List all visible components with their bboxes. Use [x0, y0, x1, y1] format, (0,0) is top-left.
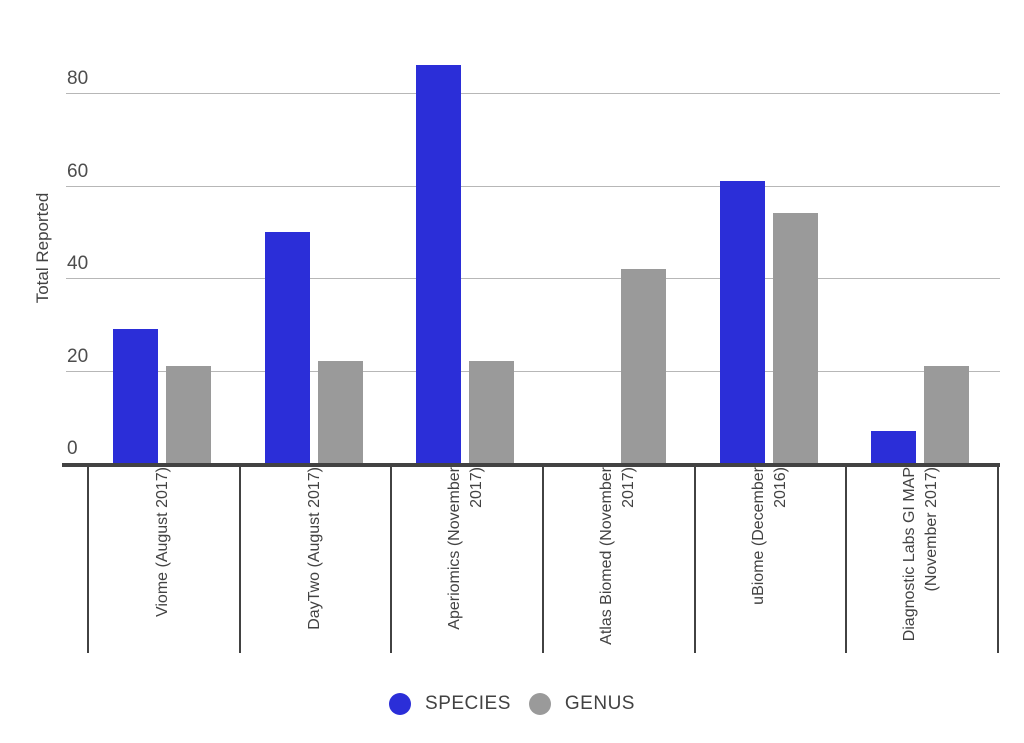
bar-genus-4 — [621, 269, 666, 463]
legend-swatch-species-icon — [389, 693, 412, 715]
x-axis-label-3: Aperiomics (November 2017) — [446, 467, 485, 630]
category-separator — [997, 463, 999, 653]
y-tick-label-60: 60 — [67, 161, 89, 182]
gridline-20 — [66, 371, 1000, 372]
bar-genus-2 — [318, 361, 363, 463]
bar-species-2 — [265, 232, 310, 463]
x-axis-label-2: DayTwo (August 2017) — [306, 467, 323, 630]
legend: SPECIES GENUS — [0, 693, 1024, 715]
bar-species-1 — [113, 329, 158, 463]
legend-swatch-genus-icon — [528, 693, 551, 715]
category-separator — [390, 463, 392, 653]
legend-item-genus: GENUS — [528, 693, 635, 715]
x-axis-label-5: uBiome (December 2016) — [750, 467, 789, 605]
category-separator — [845, 463, 847, 653]
legend-label-genus: GENUS — [564, 693, 635, 714]
bar-species-3 — [416, 65, 461, 463]
x-axis-label-4: Atlas Biomed (November 2017) — [598, 467, 637, 645]
y-tick-label-20: 20 — [67, 346, 89, 367]
y-axis-title: Total Reported — [33, 192, 52, 304]
y-tick-label-0: 0 — [67, 438, 78, 459]
bar-species-5 — [720, 181, 765, 463]
x-axis-label-6: Diagnostic Labs GI MAP (November 2017) — [901, 467, 940, 642]
x-axis-line — [62, 463, 1000, 467]
gridline-80 — [66, 93, 1000, 94]
bar-genus-6 — [924, 366, 969, 463]
y-tick-label-40: 40 — [67, 253, 89, 274]
category-separator — [239, 463, 241, 653]
category-separator — [87, 463, 89, 653]
x-axis-label-1: Viome (August 2017) — [154, 467, 171, 618]
bar-genus-1 — [166, 366, 211, 463]
bar-species-6 — [871, 431, 916, 463]
gridline-40 — [66, 278, 1000, 279]
bar-genus-5 — [773, 213, 818, 463]
gridline-60 — [66, 186, 1000, 187]
legend-label-species: SPECIES — [425, 693, 511, 714]
category-separator — [694, 463, 696, 653]
category-separator — [542, 463, 544, 653]
y-tick-label-80: 80 — [67, 68, 89, 89]
bar-genus-3 — [469, 361, 514, 463]
legend-item-species: SPECIES — [389, 693, 511, 715]
